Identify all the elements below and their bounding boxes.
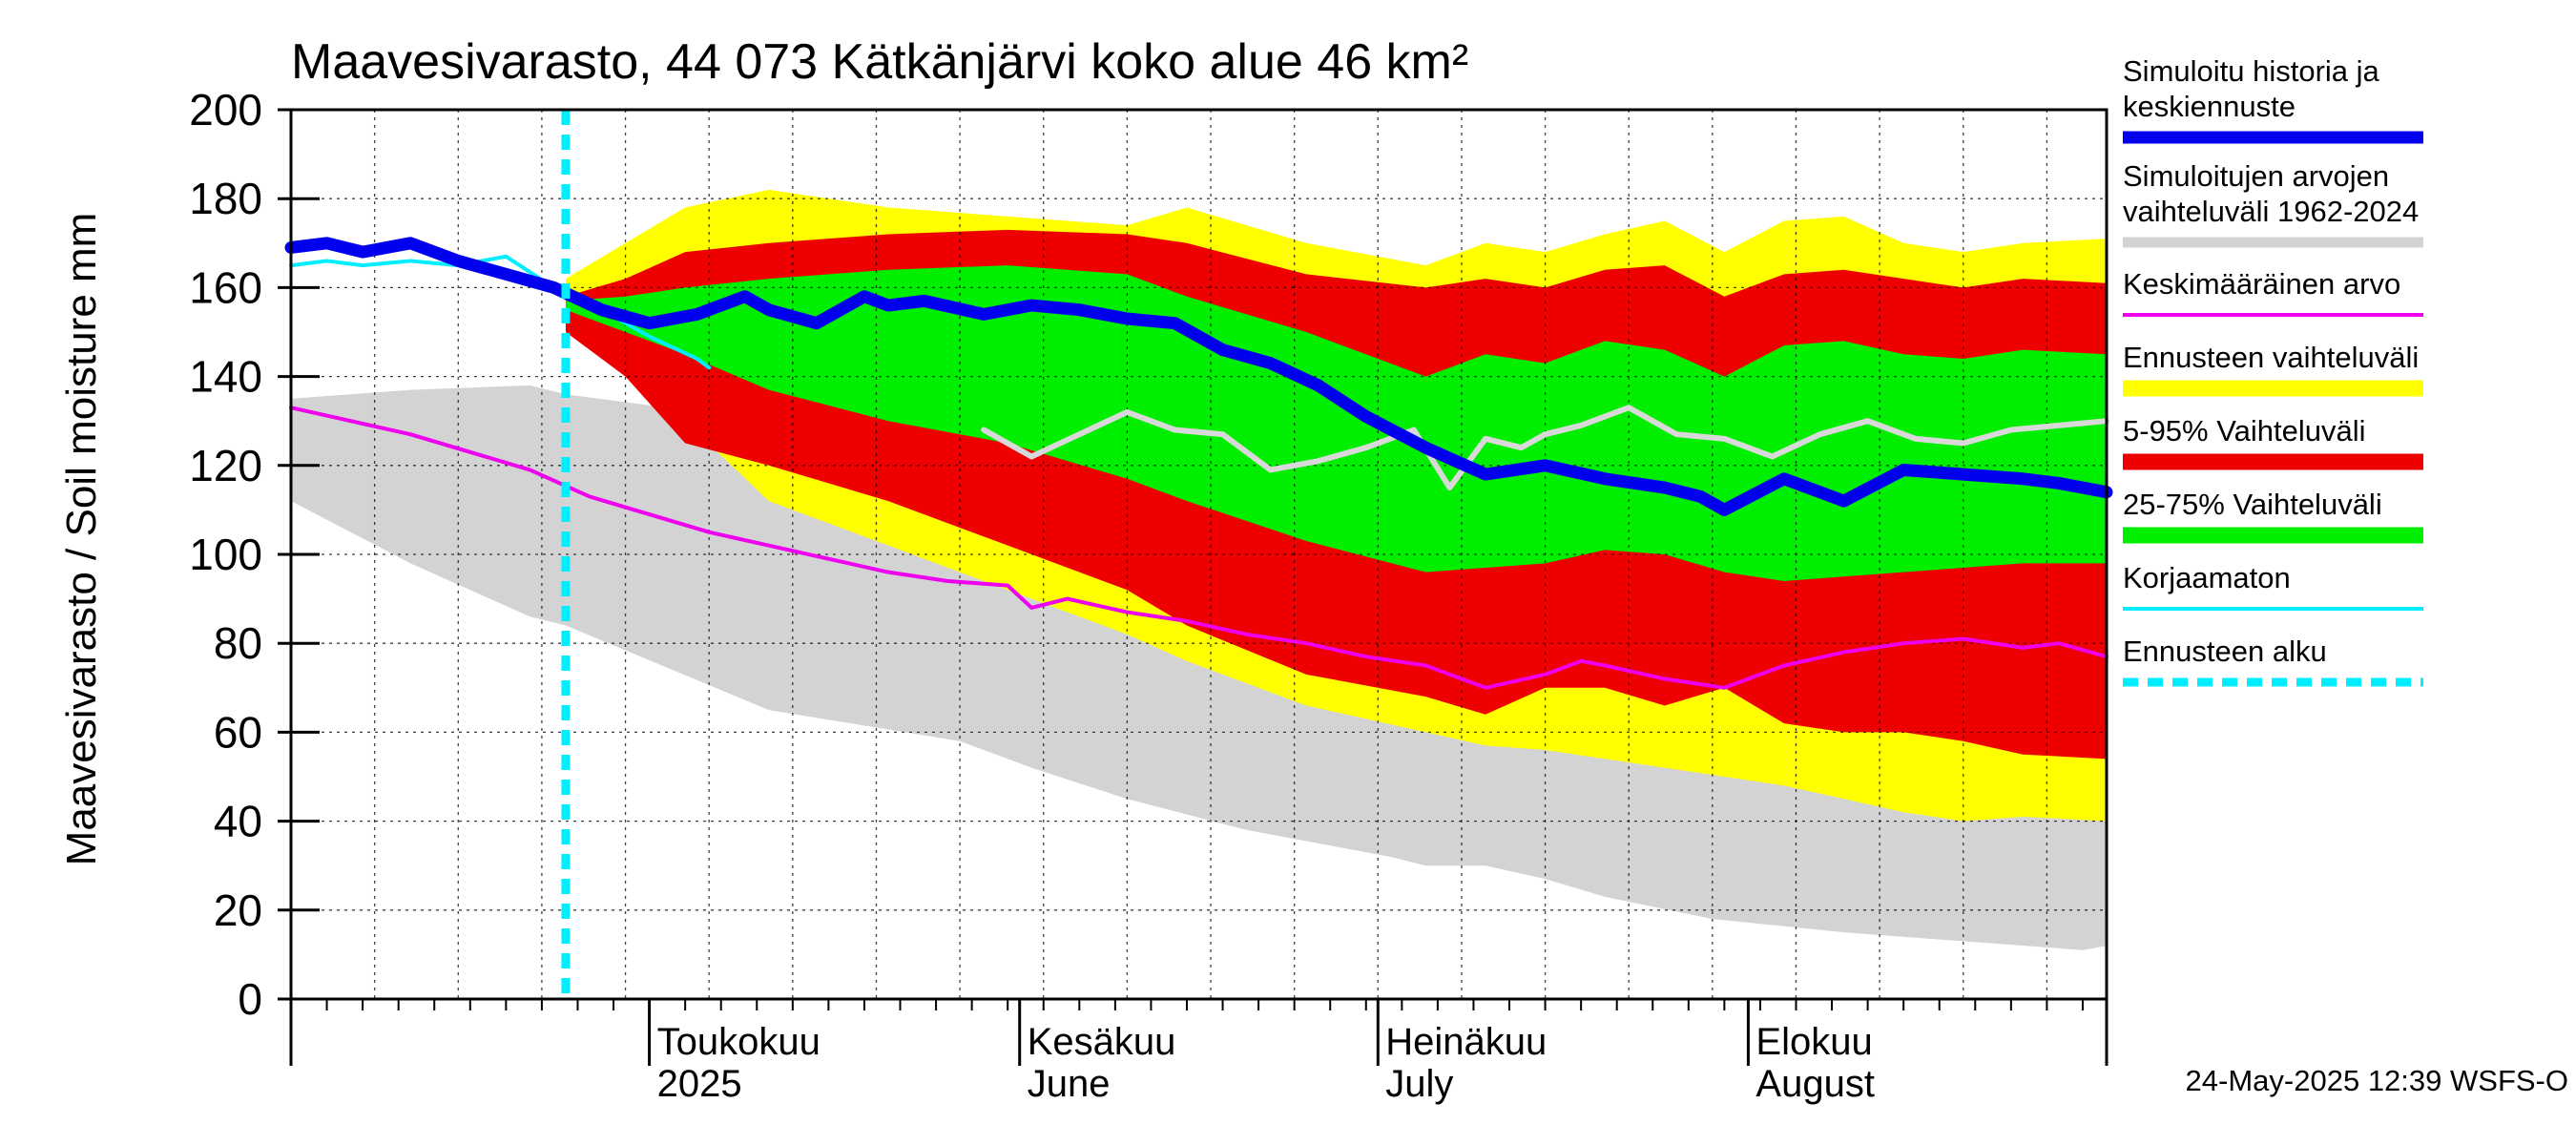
legend-item-p5_95: 5-95% Vaihteluväli [2123, 414, 2423, 470]
y-tick-label: 0 [238, 974, 262, 1024]
y-tick-label: 100 [189, 530, 262, 579]
y-tick-label: 80 [214, 618, 262, 668]
x-month-label-en: 2025 [657, 1063, 742, 1105]
legend-label: keskiennuste [2123, 90, 2296, 123]
legend-label: Ennusteen alku [2123, 635, 2327, 668]
legend-label: 25-75% Vaihteluväli [2123, 488, 2382, 521]
legend-label: vaihteluväli 1962-2024 [2123, 195, 2419, 228]
y-tick-label: 200 [189, 85, 262, 135]
timestamp: 24-May-2025 12:39 WSFS-O [2186, 1064, 2568, 1097]
legend-label: Ennusteen vaihteluväli [2123, 341, 2419, 374]
legend-item-uncorrected: Korjaamaton [2123, 561, 2423, 611]
legend-label: 5-95% Vaihteluväli [2123, 414, 2365, 448]
legend-label: Keskimääräinen arvo [2123, 267, 2400, 301]
x-month-label-fi: Heinäkuu [1385, 1021, 1547, 1063]
y-tick-label: 40 [214, 797, 262, 846]
x-month-label-fi: Kesäkuu [1028, 1021, 1176, 1063]
y-tick-label: 120 [189, 441, 262, 490]
x-month-label-fi: Toukokuu [657, 1021, 821, 1063]
legend-item-mean: Keskimääräinen arvo [2123, 267, 2423, 317]
legend-label: Korjaamaton [2123, 561, 2291, 594]
legend-item-forecast_start: Ennusteen alku [2123, 635, 2423, 687]
y-tick-label: 140 [189, 352, 262, 402]
legend-item-p25_75: 25-75% Vaihteluväli [2123, 488, 2423, 544]
chart-title: Maavesivarasto, 44 073 Kätkänjärvi koko … [291, 34, 1468, 90]
legend-item-ens_range: Ennusteen vaihteluväli [2123, 341, 2423, 397]
y-tick-label: 160 [189, 262, 262, 312]
y-tick-label: 60 [214, 707, 262, 757]
uncorrected-line [289, 254, 712, 370]
x-month-label-en: June [1028, 1063, 1111, 1105]
y-tick-label: 20 [214, 885, 262, 935]
legend-label: Simuloitu historia ja [2123, 54, 2380, 88]
x-month-label-en: August [1755, 1063, 1875, 1105]
y-tick-label: 180 [189, 174, 262, 223]
x-month-label-en: July [1385, 1063, 1453, 1105]
legend: Simuloitu historia jakeskiennusteSimuloi… [2123, 54, 2423, 687]
mean-line [289, 406, 2109, 690]
legend-label: Simuloitujen arvojen [2123, 159, 2389, 193]
median-trace-line [981, 405, 2109, 491]
x-month-label-fi: Elokuu [1755, 1021, 1872, 1063]
y-axis-label: Maavesivarasto / Soil moisture mm [58, 213, 105, 866]
